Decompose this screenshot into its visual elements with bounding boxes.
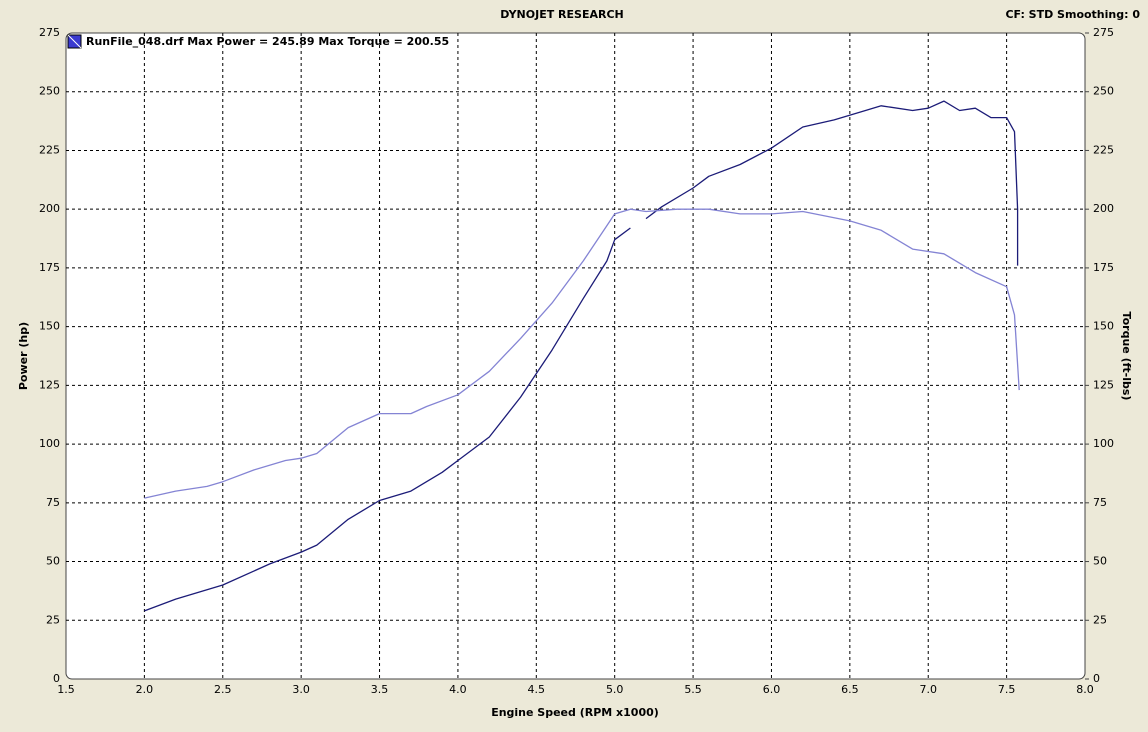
y-axis-label: Power (hp) (17, 322, 30, 390)
y-tick-label: 50 (46, 555, 60, 568)
y2-tick-label: 0 (1093, 672, 1100, 685)
y-tick-label: 100 (39, 437, 60, 450)
y-tick-label: 225 (39, 143, 60, 156)
x-tick-label: 4.5 (528, 683, 546, 696)
y-tick-label: 25 (46, 613, 60, 626)
header-bar (0, 0, 1148, 26)
x-axis-label: Engine Speed (RPM x1000) (491, 706, 659, 719)
y2-tick-label: 275 (1093, 26, 1114, 39)
x-tick-label: 7.0 (919, 683, 937, 696)
y2-tick-label: 150 (1093, 320, 1114, 333)
x-tick-label: 4.0 (449, 683, 467, 696)
legend-swatch-mark (67, 34, 82, 49)
y-tick-label: 275 (39, 26, 60, 39)
x-tick-label: 5.5 (684, 683, 702, 696)
plot-area (65, 32, 1086, 680)
x-tick-label: 5.0 (606, 683, 624, 696)
series-line (144, 100, 1019, 612)
y2-tick-label: 175 (1093, 261, 1114, 274)
x-tick-label: 2.5 (214, 683, 232, 696)
y-tick-label: 175 (39, 261, 60, 274)
y-tick-label: 125 (39, 378, 60, 391)
x-tick-label: 3.5 (371, 683, 389, 696)
chart-title: DYNOJET RESEARCH (500, 8, 623, 21)
x-tick-label: 2.0 (136, 683, 154, 696)
series-line (144, 208, 1020, 499)
legend-text: RunFile_048.drf Max Power = 245.89 Max T… (86, 35, 449, 48)
y-tick-label: 0 (53, 672, 60, 685)
y2-tick-label: 100 (1093, 437, 1114, 450)
y-tick-label: 75 (46, 496, 60, 509)
x-tick-label: 8.0 (1076, 683, 1094, 696)
x-tick-label: 6.5 (841, 683, 859, 696)
y-tick-label: 200 (39, 202, 60, 215)
y2-tick-label: 25 (1093, 613, 1107, 626)
x-tick-label: 1.5 (57, 683, 75, 696)
y2-tick-label: 75 (1093, 496, 1107, 509)
y2-tick-label: 200 (1093, 202, 1114, 215)
y2-tick-label: 225 (1093, 143, 1114, 156)
y-tick-label: 150 (39, 320, 60, 333)
x-tick-label: 6.0 (763, 683, 781, 696)
y2-tick-label: 50 (1093, 555, 1107, 568)
x-tick-label: 3.0 (292, 683, 310, 696)
y-tick-label: 250 (39, 85, 60, 98)
y2-tick-label: 125 (1093, 378, 1114, 391)
y2-tick-label: 250 (1093, 85, 1114, 98)
x-tick-label: 7.5 (998, 683, 1016, 696)
y2-axis-label: Torque (ft-lbs) (1120, 312, 1133, 401)
status-text: CF: STD Smoothing: 0 (1005, 8, 1140, 21)
